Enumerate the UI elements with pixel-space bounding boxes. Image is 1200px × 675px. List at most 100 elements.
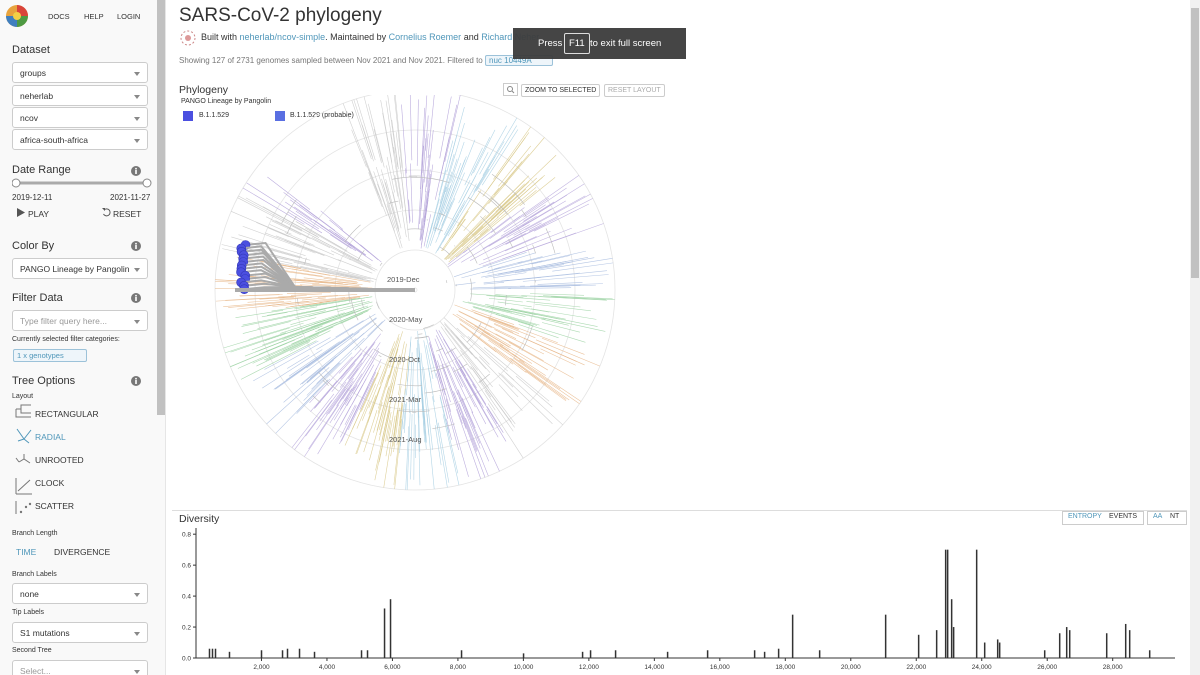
play-button[interactable]: PLAY [28,209,50,219]
branch [348,362,363,381]
option-label: Branch Length [12,530,58,537]
branch [471,333,497,353]
branch [483,281,505,285]
branch [454,304,519,330]
branch [421,386,427,443]
nextstrain-icon [180,30,196,46]
nav-link[interactable]: HELP [84,12,104,21]
branch [393,407,400,453]
logo[interactable] [5,4,29,28]
select[interactable]: Select... [12,660,148,675]
branch [296,221,348,252]
reset-button[interactable]: RESET [113,209,142,219]
credit-text: Built with [201,32,238,42]
branch [535,339,601,367]
entropy-bar [1058,633,1061,658]
branch [441,162,462,215]
select[interactable]: africa-south-africa [12,129,148,150]
branch [488,319,536,339]
select[interactable]: PANGO Lineage by Pangolin [12,258,148,279]
select[interactable]: none [12,583,148,604]
entropy-bar [614,650,617,658]
branch [387,95,399,168]
credit-link[interactable]: neherlab/ncov-simple [239,32,326,42]
credit-link[interactable]: Cornelius Roemer [388,32,462,42]
layout-option[interactable]: CLOCK [35,478,65,488]
layout-option[interactable]: SCATTER [35,501,75,511]
branch [467,301,546,320]
x-tick-label: 4,000 [319,664,336,671]
branch-length-option[interactable]: TIME [16,547,37,557]
branch-length-option[interactable]: DIVERGENCE [54,547,111,557]
branch [340,405,357,438]
branch [405,426,409,490]
zoom-button[interactable] [503,83,518,96]
option-label: Branch Labels [12,571,57,578]
branch [423,409,427,443]
zoom-selected-button[interactable]: ZOOM TO SELECTED [521,84,601,97]
branch [285,297,357,308]
sidebar-scrollbar[interactable] [157,0,165,415]
branch [340,352,363,380]
nav-link[interactable]: LOGIN [117,12,141,21]
branch [266,367,330,425]
branch [312,395,321,403]
branch [465,320,491,335]
branch [441,365,463,424]
branch [259,296,294,300]
select[interactable]: S1 mutations [12,622,148,643]
branch [472,181,530,236]
page-title: SARS-CoV-2 phylogeny [179,5,382,26]
branch [318,321,338,331]
legend-title[interactable]: PANGO Lineage by Pangolin [181,98,272,105]
branch [490,197,508,215]
branch [417,402,421,486]
branch [470,136,491,176]
branch [386,419,392,442]
filter-chip[interactable]: 1 x genotypes [13,349,87,362]
branch [500,194,568,237]
entropy-bar [946,549,949,658]
events-button[interactable]: EVENTS [1109,513,1138,520]
toast-text: to exit full screen [590,38,662,49]
select[interactable]: neherlab [12,85,148,106]
branch [493,346,547,385]
branch [287,211,323,234]
layout-option[interactable]: UNROOTED [35,455,84,465]
credit-link[interactable]: Richard Neher [481,32,540,42]
nt-button[interactable]: NT [1170,513,1180,520]
page-scrollbar[interactable] [1191,8,1199,278]
aa-button[interactable]: AA [1153,513,1163,520]
select[interactable]: ncov [12,107,148,128]
filter-input[interactable]: Type filter query here... [12,310,148,331]
entropy-bar [975,549,978,658]
nav-link[interactable]: DOCS [48,12,70,21]
branch [478,246,525,266]
entropy-bar [1148,650,1151,658]
branch [304,404,339,457]
branch [361,402,371,421]
branch [435,200,466,254]
date-slider[interactable] [12,176,157,192]
branch [378,374,389,409]
branch [470,365,512,423]
branch [242,311,309,326]
branch [351,129,367,168]
branch [271,220,302,236]
reset-layout-button[interactable]: RESET LAYOUT [604,84,665,97]
select[interactable]: groups [12,62,148,83]
layout-option[interactable]: RADIAL [35,432,66,442]
branch [354,319,386,351]
branch [279,294,338,300]
entropy-bar [996,639,999,658]
branch [454,245,456,247]
filter-chip[interactable]: nuc 10449A [485,55,553,66]
branch [382,112,399,197]
entropy-button[interactable]: ENTROPY [1068,513,1102,520]
branch [262,349,323,389]
branch [290,317,317,325]
branch [238,234,306,256]
layout-option[interactable]: RECTANGULAR [35,409,99,419]
branch [386,156,395,193]
branch [493,272,527,279]
